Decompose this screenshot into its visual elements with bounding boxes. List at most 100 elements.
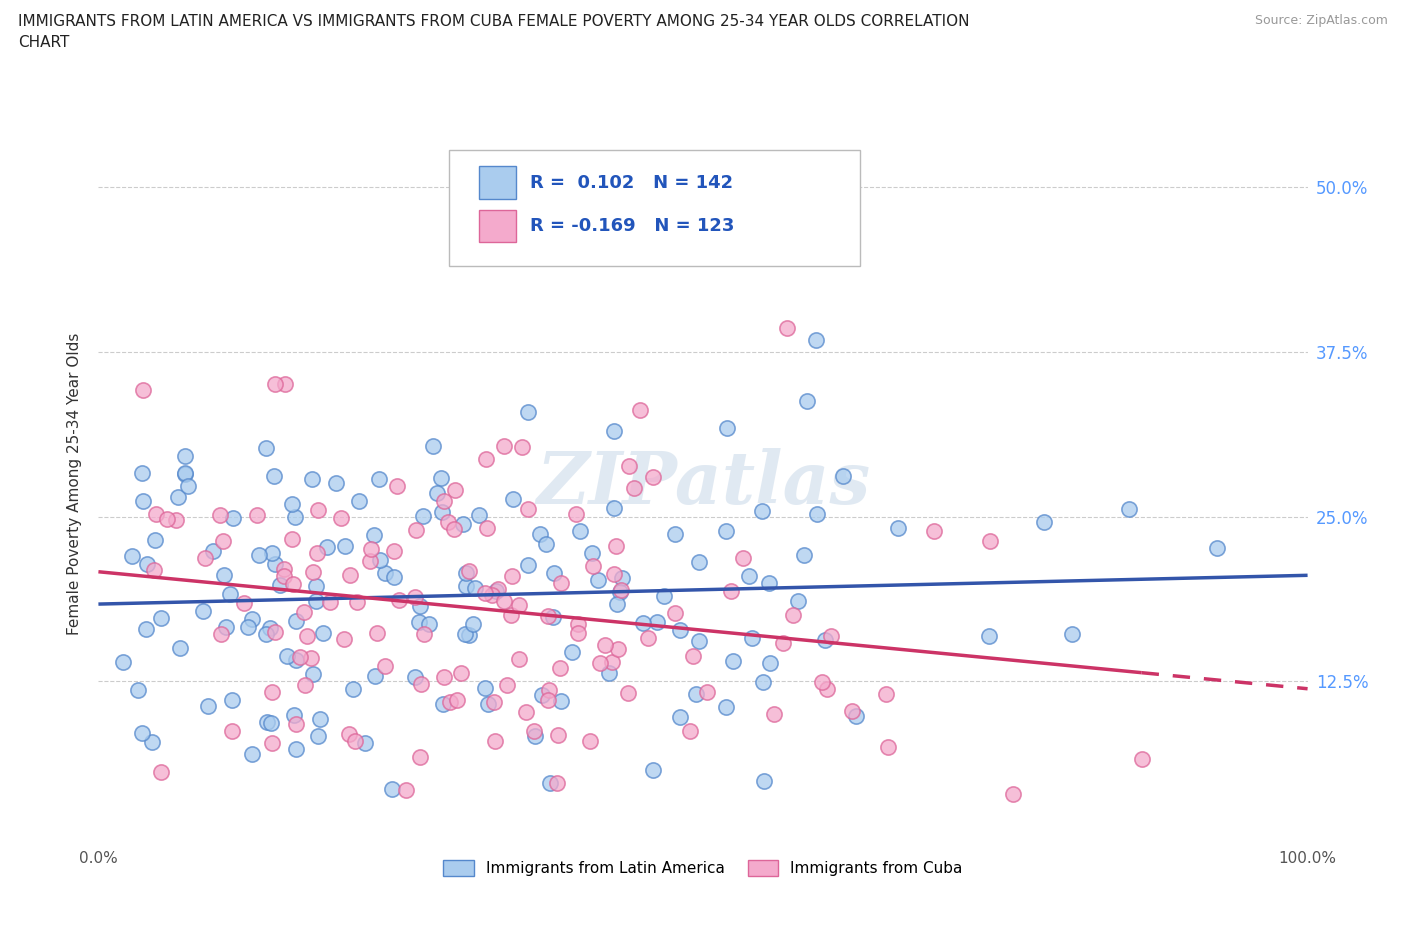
Point [208,508,231,523]
Point [395,783,418,798]
Point [165,513,187,528]
Point [628,403,651,418]
Point [112,655,135,670]
FancyBboxPatch shape [449,150,860,266]
Point [262,546,284,561]
Point [561,645,583,660]
Point [688,634,710,649]
Point [806,507,828,522]
Point [631,616,654,631]
Point [875,686,897,701]
Point [731,551,754,565]
Point [240,746,263,761]
Point [325,476,347,491]
Point [481,587,503,602]
Point [1130,752,1153,767]
Point [382,543,405,558]
Point [652,589,675,604]
Point [759,656,782,671]
Point [523,724,546,739]
Point [388,593,411,608]
Text: Source: ZipAtlas.com: Source: ZipAtlas.com [1254,14,1388,27]
Point [1060,627,1083,642]
Point [156,512,179,526]
Point [751,503,773,518]
Point [201,544,224,559]
Point [285,652,308,667]
Point [387,479,409,494]
Point [219,587,242,602]
Point [523,729,546,744]
Point [682,648,704,663]
Point [815,682,838,697]
Text: ZIPatlas: ZIPatlas [536,448,870,519]
Point [430,470,453,485]
Point [716,421,738,436]
Point [617,458,640,473]
Point [437,514,460,529]
Point [432,697,454,711]
Point [353,736,375,751]
Point [811,674,834,689]
Point [468,508,491,523]
Point [284,741,307,756]
Point [132,493,155,508]
Point [342,682,364,697]
Point [347,493,370,508]
Point [565,507,588,522]
Point [254,440,277,455]
Point [484,733,506,748]
Point [534,537,557,551]
Point [641,470,664,485]
Point [603,423,626,438]
Point [307,729,329,744]
Point [831,468,853,483]
Point [515,704,537,719]
Text: R =  0.102   N = 142: R = 0.102 N = 142 [530,174,733,192]
Point [374,565,396,580]
Point [586,572,609,587]
Point [454,565,477,580]
Point [143,533,166,548]
Point [240,611,263,626]
Point [127,683,149,698]
Point [772,636,794,651]
Point [302,667,325,682]
Point [174,448,197,463]
Point [1002,786,1025,801]
Text: IMMIGRANTS FROM LATIN AMERICA VS IMMIGRANTS FROM CUBA FEMALE POVERTY AMONG 25-34: IMMIGRANTS FROM LATIN AMERICA VS IMMIGRA… [18,14,970,50]
Point [221,693,243,708]
Point [221,724,243,738]
Point [173,467,195,482]
Point [264,377,287,392]
Point [474,585,496,600]
Point [408,598,430,613]
Point [464,580,486,595]
Point [409,676,432,691]
Point [263,469,285,484]
Point [273,562,295,577]
Point [283,510,305,525]
Point [529,526,551,541]
Point [283,708,305,723]
Point [236,619,259,634]
Point [339,567,361,582]
Point [215,619,238,634]
Point [758,576,780,591]
Point [194,551,217,565]
Point [312,626,335,641]
Point [281,531,304,546]
Point [716,524,738,538]
Point [367,472,389,486]
Point [263,556,285,571]
Point [516,557,538,572]
Point [305,545,328,560]
Point [316,539,339,554]
FancyBboxPatch shape [479,166,516,199]
Point [333,631,356,646]
Point [264,624,287,639]
Point [567,626,589,641]
Point [209,627,232,642]
Point [782,608,804,623]
Point [305,593,328,608]
